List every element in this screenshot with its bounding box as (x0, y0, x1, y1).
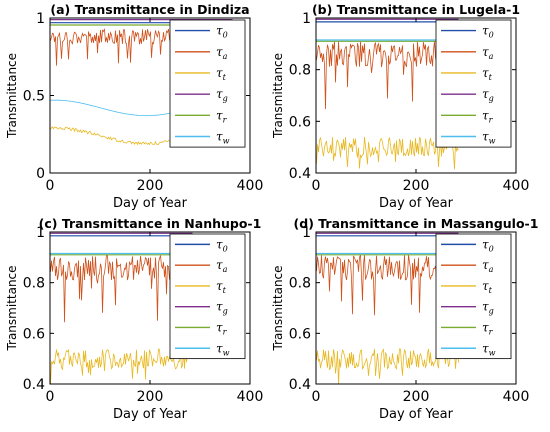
y-tick-label: 0 (36, 166, 45, 182)
chart-panel-2: 0 200 400 0.4 0.6 0.8 1(c) Transmittance in Na… (5, 216, 263, 422)
series-group (316, 232, 459, 384)
chart-title: (c) Transmittance in Nanhupo-1 (39, 216, 262, 231)
series-line (316, 254, 459, 316)
series-line (50, 348, 193, 384)
series-line (50, 254, 193, 323)
legend-label: τw (482, 130, 496, 146)
legend: τ0 τa τt τg τr τw (435, 19, 512, 148)
legend-label: τ0 (216, 24, 228, 40)
legend-label: τr (216, 108, 228, 124)
series-line (316, 348, 459, 384)
legend-label: τt (216, 66, 227, 82)
y-tick-label: 0.4 (289, 166, 311, 182)
x-tick-label: 200 (137, 389, 164, 405)
x-tick-label: 200 (403, 178, 430, 194)
x-tick-label: 0 (312, 389, 321, 405)
legend-label: τw (482, 341, 496, 357)
legend-label: τr (216, 320, 228, 336)
y-tick-label: 1 (36, 225, 45, 241)
x-tick-label: 400 (503, 178, 530, 194)
legend-label: τt (216, 279, 227, 295)
y-tick-label: 0.8 (23, 276, 45, 292)
y-tick-label: 0.5 (23, 89, 45, 105)
legend-label: τ0 (482, 24, 494, 40)
legend-box (435, 19, 512, 148)
chart-panel-0: 0 200 400 0 0.5 1 (a) Transmittance in Dindiza… (5, 2, 263, 211)
series-line (316, 41, 459, 110)
y-tick-label: 1 (36, 11, 45, 27)
legend: τ0 τa τt τg τr τw (169, 19, 246, 148)
legend-label: τg (216, 300, 228, 316)
legend-label: τr (482, 320, 494, 336)
x-tick-label: 0 (46, 389, 55, 405)
legend-label: τw (216, 341, 230, 357)
chart-panel-3: 0 200 400 0.4 0.6 0.8 1(d) Transmittance in Ma… (271, 216, 538, 422)
legend-box (435, 233, 512, 360)
legend-label: τt (482, 66, 493, 82)
x-tick-label: 200 (137, 178, 164, 194)
x-axis-label: Day of Year (113, 407, 188, 422)
y-tick-label: 0.4 (289, 377, 311, 393)
legend-box (169, 233, 246, 360)
x-tick-label: 200 (403, 389, 430, 405)
chart-title: (b) Transmittance in Lugela-1 (312, 2, 520, 17)
legend-label: τw (216, 130, 230, 146)
chart-title: (d) Transmittance in Massangulo-1 (294, 216, 539, 231)
y-tick-label: 0.4 (23, 377, 45, 393)
legend: τ0 τa τt τg τr τw (435, 233, 512, 360)
x-tick-label: 400 (237, 389, 264, 405)
y-tick-label: 0.6 (289, 326, 311, 342)
y-axis-label: Transmittance (5, 53, 19, 139)
y-tick-label: 0.8 (289, 276, 311, 292)
y-axis-label: Transmittance (271, 265, 285, 351)
x-axis-label: Day of Year (113, 196, 188, 211)
legend-box (169, 19, 246, 148)
legend-label: τ0 (482, 237, 494, 253)
x-axis-label: Day of Year (379, 196, 454, 211)
legend-label: τa (482, 258, 494, 274)
y-axis-label: Transmittance (5, 265, 19, 351)
y-axis-label: Transmittance (271, 53, 285, 139)
chart-title: (a) Transmittance in Dindiza (50, 2, 249, 17)
y-tick-label: 1 (302, 11, 311, 27)
legend-label: τa (216, 45, 228, 61)
series-group (316, 18, 459, 170)
legend-label: τa (482, 45, 494, 61)
x-axis-label: Day of Year (379, 407, 454, 422)
y-tick-label: 0.6 (289, 114, 311, 130)
chart-panel-1: 0 200 400 0.4 0.6 0.8 1(b) Transmittance in Lu… (271, 2, 529, 211)
legend-label: τg (482, 300, 494, 316)
series-line (316, 136, 459, 170)
y-tick-label: 0.8 (289, 63, 311, 79)
y-tick-label: 0.6 (23, 326, 45, 342)
legend-label: τg (216, 87, 228, 103)
legend-label: τa (216, 258, 228, 274)
legend-label: τr (482, 108, 494, 124)
legend-label: τ0 (216, 237, 228, 253)
legend-label: τt (482, 279, 493, 295)
x-tick-label: 400 (503, 389, 530, 405)
x-tick-label: 0 (46, 178, 55, 194)
x-tick-label: 400 (237, 178, 264, 194)
legend: τ0 τa τt τg τr τw (169, 233, 246, 360)
x-tick-label: 0 (312, 178, 321, 194)
series-group (50, 232, 193, 384)
y-tick-label: 1 (302, 225, 311, 241)
legend-label: τg (482, 87, 494, 103)
